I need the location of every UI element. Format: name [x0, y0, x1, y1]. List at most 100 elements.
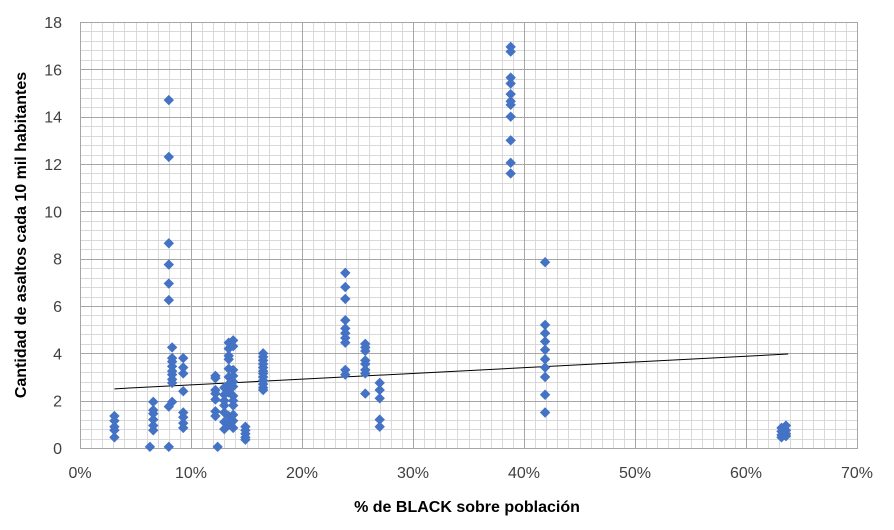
y-tick-label: 4 [53, 346, 62, 363]
data-point-diamond [539, 344, 551, 355]
plot-border [80, 22, 858, 449]
data-point-diamond [210, 394, 221, 405]
data-point-diamond [210, 372, 221, 384]
data-point-diamond [163, 441, 174, 453]
data-point-diamond [374, 421, 385, 432]
data-point-diamond [340, 281, 351, 293]
data-point-diamond [505, 111, 516, 122]
data-point-diamond [163, 238, 174, 249]
y-tick-label: 0 [53, 441, 62, 458]
x-tick-label: 60% [730, 465, 762, 482]
data-point-diamond [360, 358, 371, 370]
plot-area [80, 22, 858, 449]
data-point-diamond [505, 88, 516, 100]
data-point-diamond [360, 388, 371, 399]
data-point-diamond [148, 396, 159, 408]
gridlines [80, 22, 858, 449]
data-point-diamond [505, 46, 516, 57]
data-point-diamond [505, 157, 516, 169]
data-point-diamond [163, 278, 174, 289]
data-point-diamond [227, 409, 239, 421]
data-point-diamond [227, 381, 239, 392]
data-points [109, 41, 792, 453]
y-tick-label: 6 [53, 299, 62, 316]
data-point-diamond [178, 362, 189, 373]
data-point-diamond [539, 362, 551, 373]
x-tick-label: 30% [397, 465, 429, 482]
data-point-diamond [163, 259, 174, 270]
data-point-diamond [227, 335, 239, 346]
data-point-diamond [539, 389, 551, 400]
x-tick-label: 0% [68, 465, 91, 482]
data-point-diamond [178, 368, 189, 379]
data-point-diamond [227, 415, 239, 426]
data-point-diamond [374, 384, 385, 396]
data-point-diamond [178, 412, 189, 423]
x-tick-label: 20% [286, 465, 318, 482]
data-point-diamond [374, 377, 385, 389]
data-point-diamond [360, 368, 371, 379]
data-point-diamond [539, 407, 551, 418]
data-point-diamond [360, 345, 371, 357]
data-point-diamond [227, 400, 239, 411]
data-point-diamond [178, 422, 189, 434]
data-point-diamond [212, 441, 223, 453]
data-point-diamond [780, 430, 792, 442]
y-tick-label: 10 [44, 204, 62, 221]
data-point-diamond [505, 99, 516, 111]
y-tick-label: 2 [53, 394, 62, 411]
data-point-diamond [227, 370, 239, 382]
y-tick-label: 18 [44, 15, 62, 32]
data-point-diamond [539, 336, 551, 347]
data-point-diamond [340, 293, 351, 305]
x-axis-tick-labels: 0% 10% 20% 30% 40% 50% 60% 70% [68, 465, 873, 482]
x-axis-title: % de BLACK sobre población [354, 499, 580, 516]
y-tick-label: 8 [53, 252, 62, 269]
x-tick-label: 50% [619, 465, 651, 482]
data-point-diamond [210, 410, 221, 422]
data-point-diamond [109, 425, 120, 436]
data-point-diamond [340, 369, 351, 380]
data-point-diamond [178, 352, 189, 364]
data-point-diamond [148, 414, 159, 425]
y-tick-label: 16 [44, 62, 62, 79]
data-point-diamond [163, 94, 174, 106]
data-point-diamond [374, 393, 385, 404]
data-point-diamond [539, 257, 551, 268]
y-tick-label: 14 [44, 110, 62, 127]
data-point-diamond [148, 408, 159, 419]
data-point-diamond [240, 434, 251, 445]
data-point-diamond [505, 72, 516, 83]
data-point-diamond [539, 328, 551, 339]
data-point-diamond [340, 267, 351, 279]
data-point-diamond [340, 315, 351, 326]
data-point-diamond [163, 294, 174, 306]
data-point-diamond [148, 425, 159, 436]
data-point-diamond [166, 396, 178, 408]
data-point-diamond [340, 337, 351, 348]
data-point-diamond [163, 151, 174, 163]
data-point-diamond [223, 354, 234, 365]
data-point-diamond [178, 386, 189, 397]
x-tick-label: 40% [508, 465, 540, 482]
y-tick-label: 12 [44, 157, 62, 174]
data-point-diamond [539, 319, 551, 331]
y-axis-title: Cantidad de asaltos cada 10 mil habitant… [13, 72, 30, 398]
data-point-diamond [505, 168, 516, 179]
data-point-diamond [505, 135, 516, 146]
data-point-diamond [227, 364, 239, 376]
data-point-diamond [374, 414, 385, 425]
data-point-diamond [144, 441, 156, 453]
data-point-diamond [227, 422, 239, 434]
data-point-diamond [257, 384, 269, 396]
data-point-diamond [219, 400, 230, 411]
data-point-diamond [539, 354, 551, 365]
data-point-diamond [166, 342, 178, 353]
data-point-diamond [166, 377, 178, 389]
data-point-diamond [227, 341, 239, 352]
x-tick-label: 70% [841, 465, 873, 482]
y-axis-tick-labels: 0 2 4 6 8 10 12 14 16 18 [44, 15, 62, 458]
x-tick-label: 10% [175, 465, 207, 482]
data-point-diamond [505, 78, 516, 89]
